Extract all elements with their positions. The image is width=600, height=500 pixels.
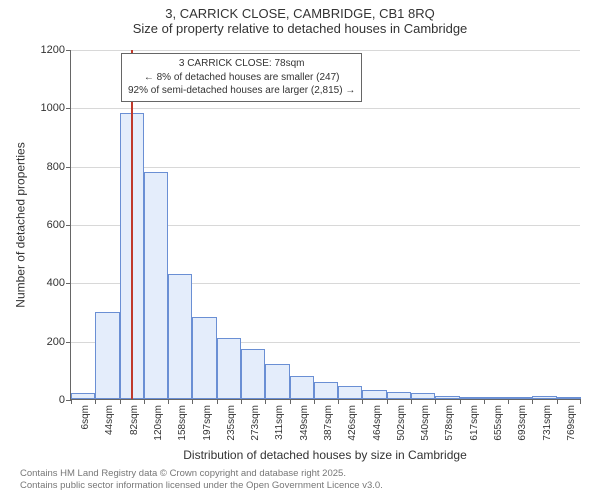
x-tick-mark bbox=[120, 399, 121, 404]
x-tick-label: 235sqm bbox=[226, 405, 237, 441]
x-tick-mark bbox=[411, 399, 412, 404]
x-tick-label: 158sqm bbox=[177, 405, 188, 441]
x-tick-label: 44sqm bbox=[104, 405, 115, 435]
y-tick-label: 1200 bbox=[41, 44, 65, 56]
title-block: 3, CARRICK CLOSE, CAMBRIDGE, CB1 8RQ Siz… bbox=[0, 6, 600, 36]
histogram-bar bbox=[265, 364, 289, 399]
y-tick-label: 400 bbox=[47, 277, 65, 289]
grid-line bbox=[71, 50, 580, 51]
x-tick-label: 464sqm bbox=[372, 405, 383, 441]
x-tick-label: 387sqm bbox=[323, 405, 334, 441]
histogram-bar bbox=[95, 312, 119, 400]
y-tick-mark bbox=[66, 50, 71, 51]
y-tick-label: 800 bbox=[47, 161, 65, 173]
x-tick-label: 655sqm bbox=[493, 405, 504, 441]
x-tick-mark bbox=[71, 399, 72, 404]
footer-line-2: Contains public sector information licen… bbox=[20, 480, 383, 492]
histogram-bar bbox=[362, 390, 386, 399]
grid-line bbox=[71, 167, 580, 168]
y-tick-mark bbox=[66, 283, 71, 284]
x-tick-mark bbox=[217, 399, 218, 404]
x-tick-label: 311sqm bbox=[274, 405, 285, 440]
y-axis-label: Number of detached properties bbox=[14, 50, 28, 400]
y-tick-mark bbox=[66, 167, 71, 168]
annotation-line: ← 8% of detached houses are smaller (247… bbox=[128, 71, 355, 85]
x-tick-mark bbox=[362, 399, 363, 404]
x-tick-mark bbox=[435, 399, 436, 404]
y-tick-label: 1000 bbox=[41, 102, 65, 114]
x-tick-label: 731sqm bbox=[542, 405, 553, 441]
x-tick-label: 693sqm bbox=[517, 405, 528, 441]
histogram-bar bbox=[411, 393, 435, 399]
x-tick-mark bbox=[265, 399, 266, 404]
x-tick-label: 197sqm bbox=[202, 405, 213, 441]
x-tick-label: 502sqm bbox=[396, 405, 407, 441]
y-tick-label: 600 bbox=[47, 219, 65, 231]
footer-line-1: Contains HM Land Registry data © Crown c… bbox=[20, 468, 383, 480]
histogram-bar bbox=[241, 349, 265, 399]
histogram-bar bbox=[387, 392, 411, 399]
x-tick-label: 426sqm bbox=[347, 405, 358, 441]
x-tick-label: 769sqm bbox=[566, 405, 577, 441]
x-tick-label: 82sqm bbox=[129, 405, 140, 435]
chart-subtitle: Size of property relative to detached ho… bbox=[0, 21, 600, 36]
footer-note: Contains HM Land Registry data © Crown c… bbox=[20, 468, 383, 493]
plot-area: 0200400600800100012006sqm44sqm82sqm120sq… bbox=[70, 50, 580, 400]
annotation-line: 3 CARRICK CLOSE: 78sqm bbox=[128, 57, 355, 71]
x-tick-mark bbox=[557, 399, 558, 404]
histogram-bar bbox=[508, 397, 532, 399]
x-tick-label: 120sqm bbox=[153, 405, 164, 441]
x-tick-mark bbox=[314, 399, 315, 404]
x-tick-mark bbox=[168, 399, 169, 404]
histogram-bar bbox=[192, 317, 216, 399]
x-tick-mark bbox=[192, 399, 193, 404]
histogram-bar bbox=[168, 274, 192, 399]
histogram-bar bbox=[460, 397, 484, 399]
x-tick-label: 540sqm bbox=[420, 405, 431, 441]
x-axis-label: Distribution of detached houses by size … bbox=[70, 448, 580, 462]
x-tick-label: 578sqm bbox=[444, 405, 455, 441]
x-tick-mark bbox=[460, 399, 461, 404]
histogram-bar bbox=[484, 397, 508, 399]
histogram-bar bbox=[338, 386, 362, 399]
histogram-bar bbox=[557, 397, 581, 399]
histogram-bar bbox=[314, 382, 338, 400]
histogram-bar bbox=[435, 396, 459, 399]
property-marker-line bbox=[131, 50, 133, 399]
y-tick-label: 0 bbox=[59, 394, 65, 406]
x-tick-label: 617sqm bbox=[469, 405, 480, 441]
histogram-bar bbox=[71, 393, 95, 399]
histogram-bar bbox=[532, 396, 556, 399]
x-tick-label: 6sqm bbox=[80, 405, 91, 429]
y-tick-mark bbox=[66, 342, 71, 343]
chart-container: 3, CARRICK CLOSE, CAMBRIDGE, CB1 8RQ Siz… bbox=[0, 0, 600, 500]
x-tick-mark bbox=[241, 399, 242, 404]
chart-title: 3, CARRICK CLOSE, CAMBRIDGE, CB1 8RQ bbox=[0, 6, 600, 21]
histogram-bar bbox=[290, 376, 314, 399]
y-tick-label: 200 bbox=[47, 336, 65, 348]
x-tick-mark bbox=[95, 399, 96, 404]
x-tick-label: 349sqm bbox=[299, 405, 310, 441]
annotation-line: 92% of semi-detached houses are larger (… bbox=[128, 84, 355, 98]
x-tick-label: 273sqm bbox=[250, 405, 261, 441]
y-tick-mark bbox=[66, 108, 71, 109]
histogram-bar bbox=[217, 338, 241, 399]
y-tick-mark bbox=[66, 225, 71, 226]
x-tick-mark bbox=[484, 399, 485, 404]
x-tick-mark bbox=[532, 399, 533, 404]
x-tick-mark bbox=[290, 399, 291, 404]
annotation-box: 3 CARRICK CLOSE: 78sqm← 8% of detached h… bbox=[121, 53, 362, 102]
x-tick-mark bbox=[144, 399, 145, 404]
histogram-bar bbox=[144, 172, 168, 400]
x-tick-mark bbox=[387, 399, 388, 404]
grid-line bbox=[71, 108, 580, 109]
x-tick-mark bbox=[338, 399, 339, 404]
x-tick-mark bbox=[508, 399, 509, 404]
x-tick-mark bbox=[580, 399, 581, 404]
